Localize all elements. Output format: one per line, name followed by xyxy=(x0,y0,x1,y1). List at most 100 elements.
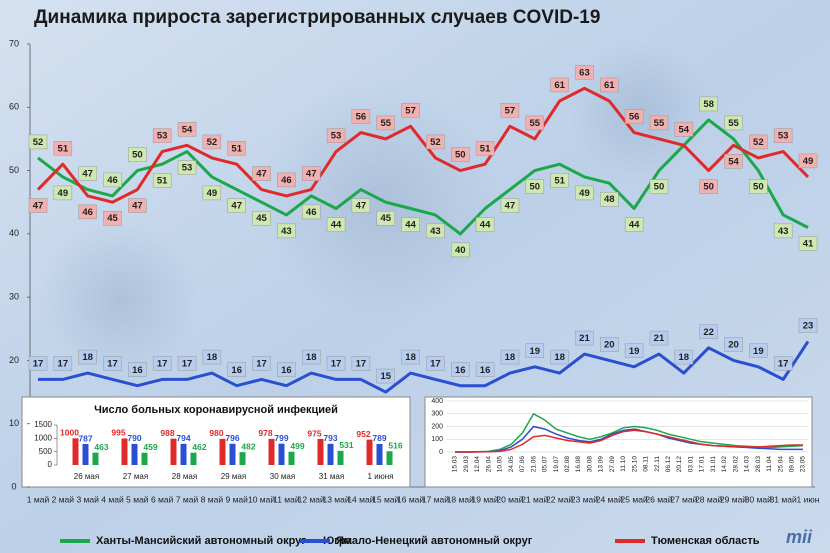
x-tick-label: 26.04 xyxy=(485,456,492,473)
value-label: 793 xyxy=(323,433,337,443)
x-tick-label: 26 май xyxy=(645,494,672,504)
value-label: 17 xyxy=(430,358,441,369)
value-label: 53 xyxy=(778,131,789,142)
value-label-box xyxy=(475,140,495,156)
x-tick-label: 23.05 xyxy=(800,456,807,473)
y-tick-label: 40 xyxy=(9,228,19,238)
value-label-box xyxy=(103,356,122,371)
value-label-box xyxy=(401,349,420,365)
value-label-box xyxy=(301,204,321,220)
value-label: 44 xyxy=(405,220,416,231)
value-label-box xyxy=(28,356,48,371)
value-label: 22 xyxy=(703,327,714,338)
bar xyxy=(376,443,383,465)
y-tick-label: 0 xyxy=(439,449,443,456)
y-tick-label: 50 xyxy=(9,165,19,175)
value-label: 975 xyxy=(307,428,321,438)
value-label: 482 xyxy=(241,441,255,451)
value-label: 47 xyxy=(132,201,143,212)
value-label-box xyxy=(674,349,694,365)
value-label-box xyxy=(773,223,793,239)
value-label: 49 xyxy=(58,188,69,199)
x-tick-label: 14 май xyxy=(347,494,374,504)
value-label-box xyxy=(152,128,172,143)
value-label: 18 xyxy=(207,352,218,363)
value-label: 47 xyxy=(256,169,267,180)
value-label-box xyxy=(575,185,594,201)
x-tick-label: 30 май xyxy=(745,494,772,504)
x-tick-label: 07.06 xyxy=(519,456,526,473)
x-tick-label: 7 май xyxy=(176,494,199,504)
value-label: 799 xyxy=(274,433,288,443)
value-label-box xyxy=(575,330,594,346)
value-label-box xyxy=(177,122,197,137)
value-label-box xyxy=(78,349,97,365)
value-label-box xyxy=(53,140,73,156)
value-label: 531 xyxy=(339,440,353,450)
value-label: 16 xyxy=(231,365,242,376)
bar xyxy=(92,452,99,465)
value-label: 40 xyxy=(455,245,466,256)
value-label-box xyxy=(103,172,122,188)
bar xyxy=(131,443,138,465)
x-tick-label: 31 май xyxy=(770,494,797,504)
x-tick-label: 12.04 xyxy=(474,456,481,473)
value-label: 49 xyxy=(579,188,590,199)
value-label: 19 xyxy=(529,346,540,357)
x-tick-label: 28 май xyxy=(695,494,722,504)
value-label: 988 xyxy=(160,428,174,438)
value-label-box xyxy=(202,134,222,150)
legend-label: Тюменская область xyxy=(651,535,760,547)
value-label-box xyxy=(53,356,73,371)
chart-title: Динамика прироста зарегистрированных слу… xyxy=(34,7,600,28)
value-label: 51 xyxy=(231,143,242,154)
value-label-box xyxy=(724,154,743,169)
x-tick-label: 29 мая xyxy=(221,472,246,481)
value-label: 49 xyxy=(803,156,814,167)
y-tick-label: 0 xyxy=(48,460,53,469)
value-label-box xyxy=(28,198,48,213)
value-label-box xyxy=(177,160,197,175)
value-label: 55 xyxy=(654,118,665,129)
value-label: 46 xyxy=(82,207,93,218)
value-label: 50 xyxy=(455,150,466,161)
x-tick-label: 19 май xyxy=(472,494,499,504)
legend-label: Ханты-Мансийский автономный округ — Югра xyxy=(96,535,353,547)
value-label-box xyxy=(128,362,147,377)
value-label: 46 xyxy=(281,175,292,186)
value-label-box xyxy=(376,368,395,384)
value-label: 23 xyxy=(803,320,814,331)
value-label-box xyxy=(252,166,271,181)
value-label-box xyxy=(152,356,172,371)
value-label: 462 xyxy=(192,442,206,452)
value-label-box xyxy=(401,217,420,232)
value-label: 48 xyxy=(604,194,615,205)
value-label-box xyxy=(301,166,321,181)
value-label: 57 xyxy=(505,105,516,116)
bar xyxy=(219,438,226,465)
line-series xyxy=(37,118,809,236)
x-tick-label: 15.03 xyxy=(452,456,459,473)
bar xyxy=(82,444,89,465)
x-tick-label: 19.07 xyxy=(553,456,560,473)
value-label-box xyxy=(699,96,718,112)
x-tick-label: 03.01 xyxy=(687,456,694,473)
value-label: 17 xyxy=(107,358,118,369)
x-tick-label: 20 май xyxy=(496,494,523,504)
x-tick-label: 3 май xyxy=(76,494,99,504)
value-label: 63 xyxy=(579,67,590,78)
x-tick-label: 28.03 xyxy=(755,456,762,473)
bar xyxy=(327,443,334,465)
value-label: 53 xyxy=(331,131,342,142)
value-label-box xyxy=(78,204,97,220)
value-label: 49 xyxy=(207,188,218,199)
x-tick-label: 02.08 xyxy=(564,456,571,473)
bar xyxy=(141,452,148,465)
value-label: 43 xyxy=(281,226,292,237)
value-label-box xyxy=(500,349,520,365)
value-label-box xyxy=(277,223,296,239)
value-label: 17 xyxy=(157,358,168,369)
bar xyxy=(386,451,393,465)
value-label-box xyxy=(773,128,793,143)
value-label: 55 xyxy=(728,118,739,129)
